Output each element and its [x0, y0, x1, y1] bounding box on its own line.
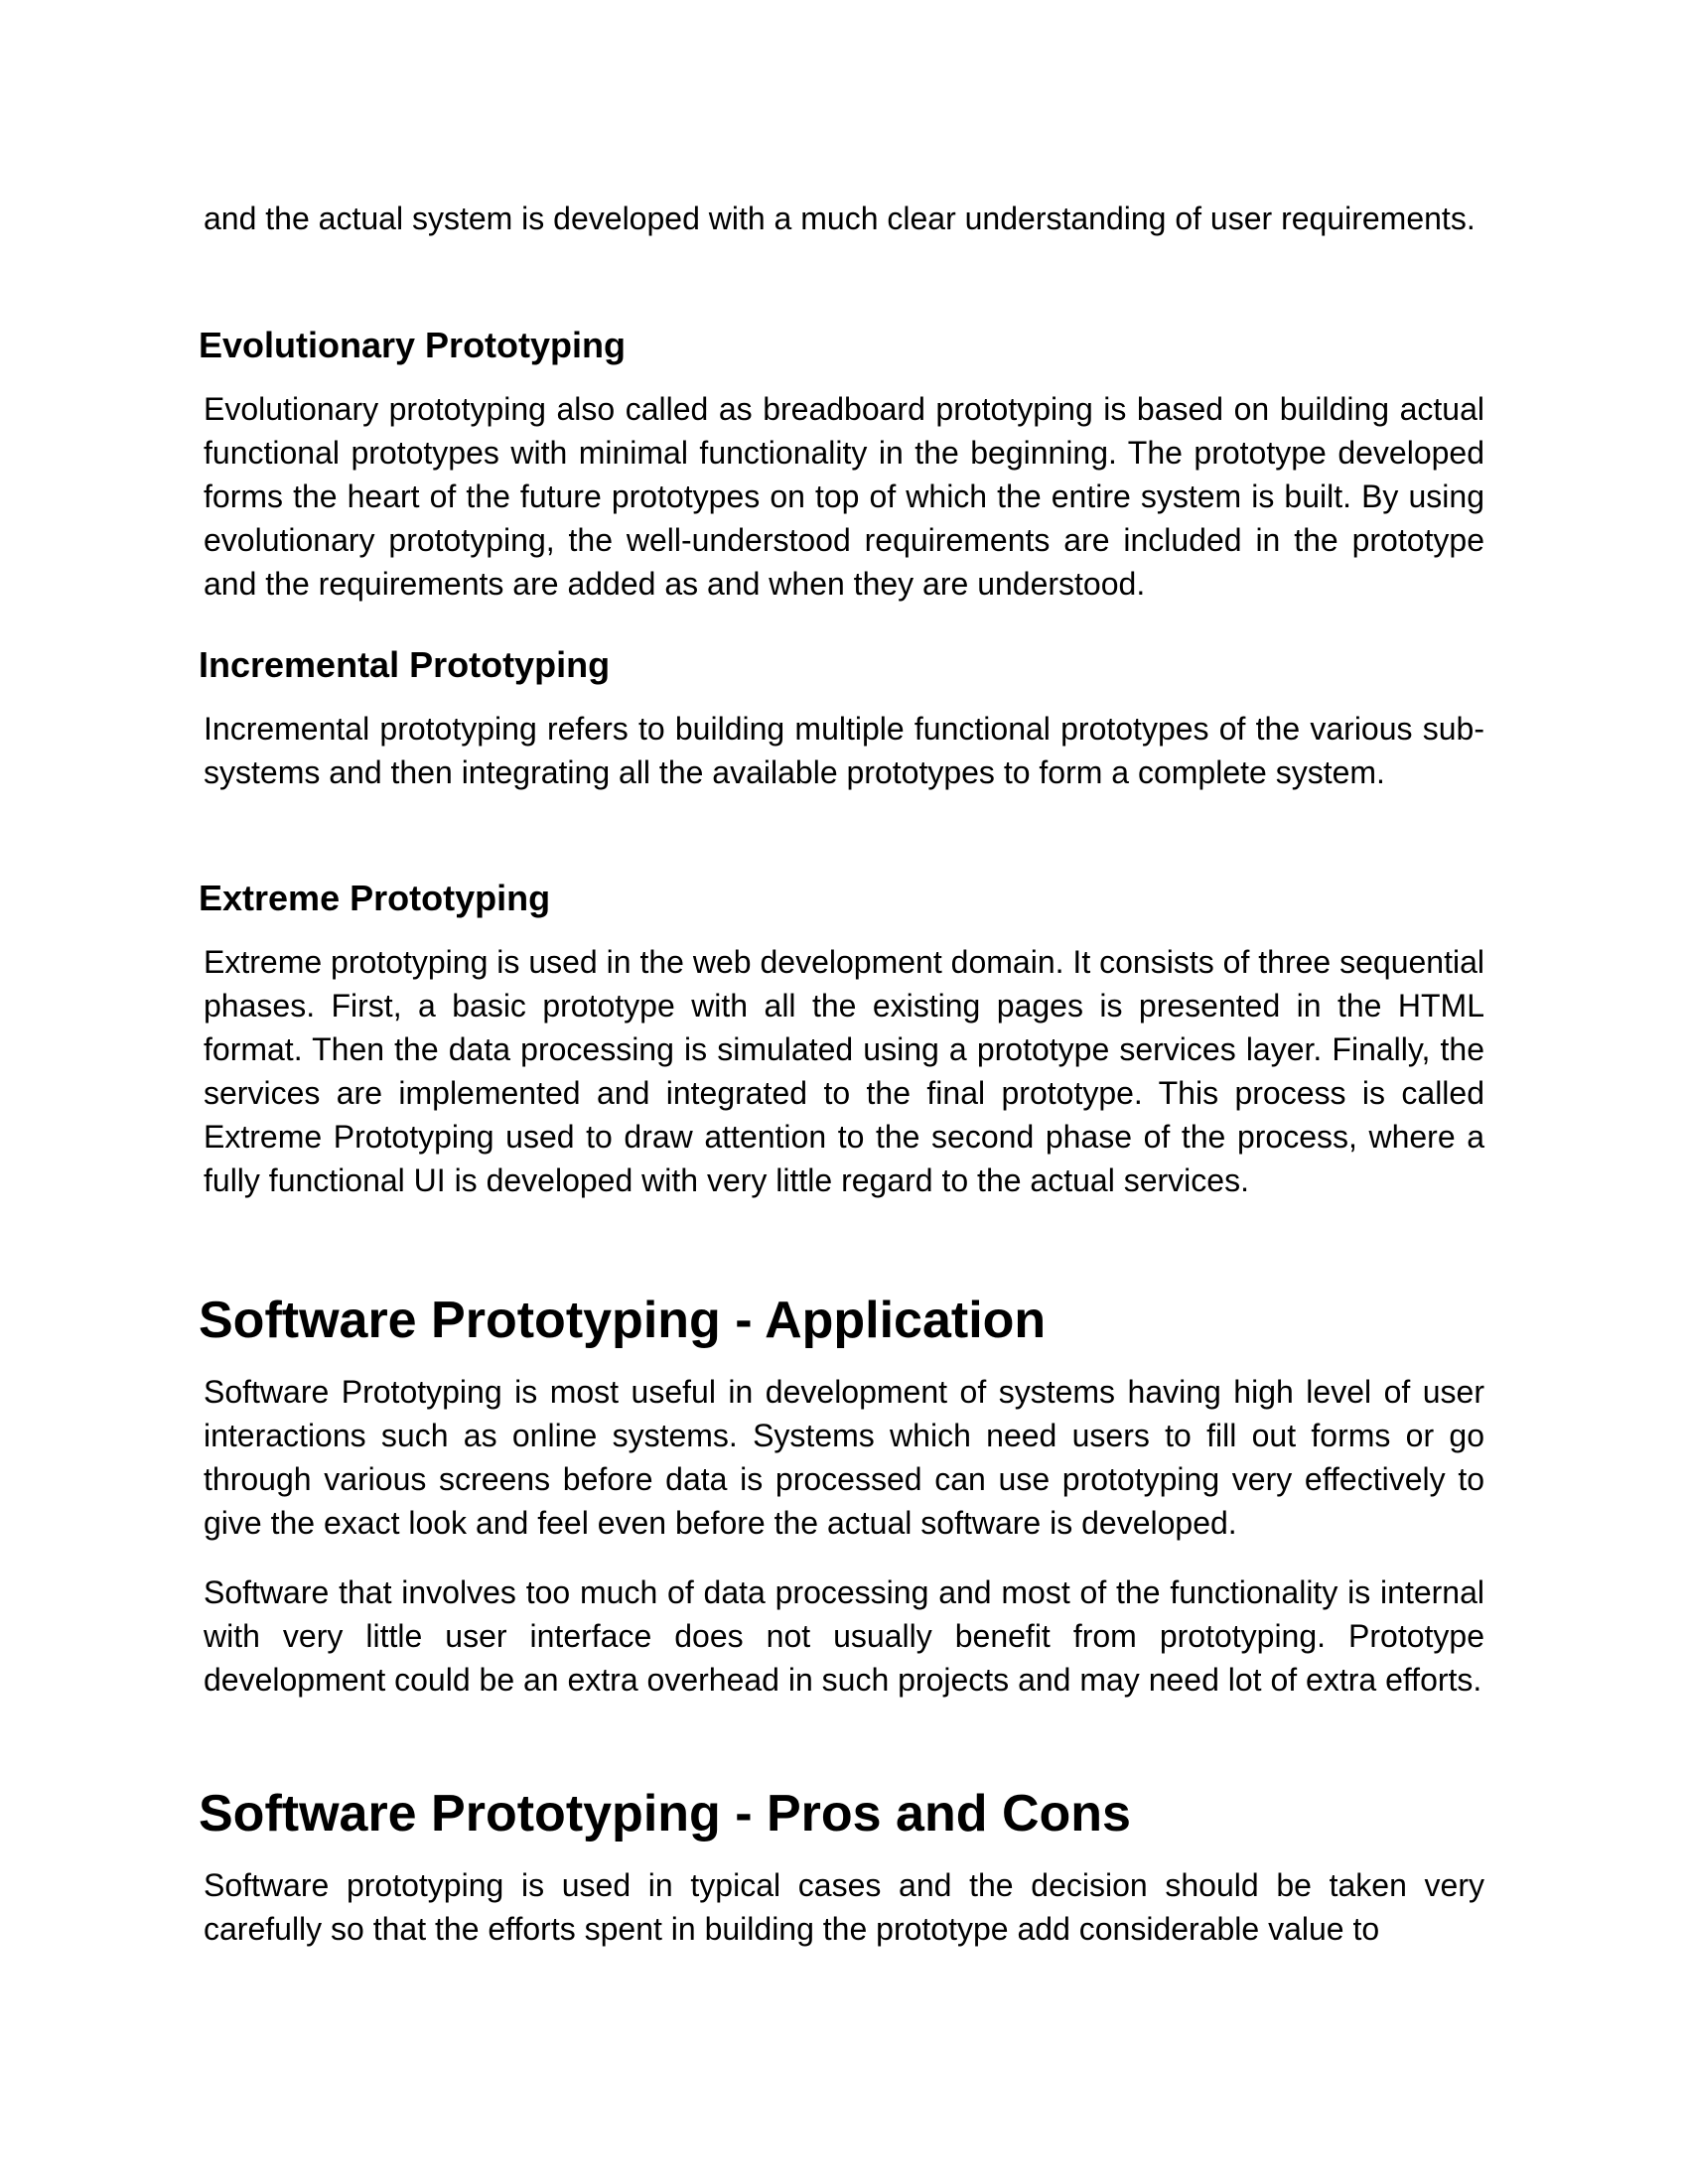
application-section: Software Prototyping is most useful in d…	[204, 1370, 1484, 1545]
paragraph: Software that involves too much of data …	[204, 1574, 1484, 1698]
heading-evolutionary-prototyping: Evolutionary Prototyping	[199, 325, 627, 365]
paragraph: Incremental prototyping refers to buildi…	[204, 711, 1484, 790]
heading-incremental-prototyping: Incremental Prototyping	[199, 644, 611, 685]
paragraph: and the actual system is developed with …	[204, 201, 1476, 236]
heading-application: Software Prototyping - Application	[199, 1292, 1047, 1349]
paragraph: Software Prototyping is most useful in d…	[204, 1374, 1484, 1541]
intro-continuation: and the actual system is developed with …	[204, 197, 1484, 240]
incremental-section: Incremental prototyping refers to buildi…	[204, 707, 1484, 794]
heading-extreme-prototyping: Extreme Prototyping	[199, 878, 551, 918]
pros-cons-section: Software prototyping is used in typical …	[204, 1863, 1484, 1951]
heading-pros-and-cons: Software Prototyping - Pros and Cons	[199, 1785, 1131, 1843]
paragraph: Software prototyping is used in typical …	[204, 1867, 1484, 1947]
paragraph: Extreme prototyping is used in the web d…	[204, 944, 1484, 1198]
application-section-2: Software that involves too much of data …	[204, 1570, 1484, 1702]
paragraph: Evolutionary prototyping also called as …	[204, 391, 1484, 602]
evolutionary-section: Evolutionary prototyping also called as …	[204, 387, 1484, 606]
extreme-section: Extreme prototyping is used in the web d…	[204, 940, 1484, 1202]
